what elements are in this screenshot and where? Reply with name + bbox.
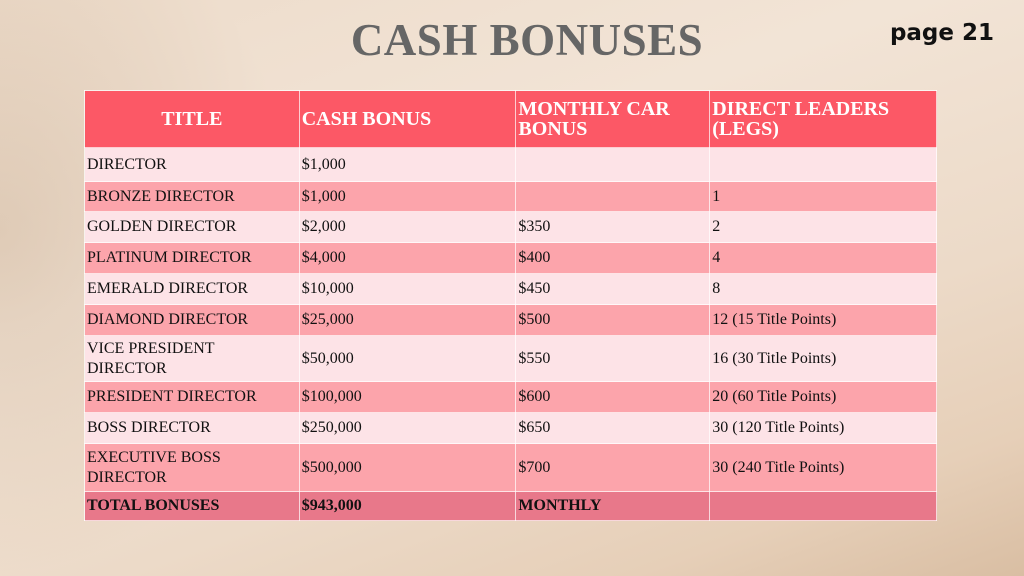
cell-title: BRONZE DIRECTOR — [84, 181, 300, 212]
cell-cash-bonus: $1,000 — [298, 181, 517, 212]
cell-title: BOSS DIRECTOR — [84, 412, 300, 444]
cell-cash-bonus: $100,000 — [298, 381, 517, 413]
cell-cash-bonus: $1,000 — [298, 147, 517, 182]
header-row: TITLE CASH BONUS MONTHLY CAR BONUS DIREC… — [84, 90, 937, 148]
cell-cash-bonus: $2,000 — [298, 211, 517, 243]
cell-direct-leaders: 30 (120 Title Points) — [709, 412, 937, 444]
cell-title: EXECUTIVE BOSS DIRECTOR — [84, 443, 300, 492]
total-title: TOTAL BONUSES — [84, 491, 300, 521]
cell-direct-leaders — [709, 147, 937, 182]
cell-car-bonus — [515, 147, 711, 182]
cell-direct-leaders: 20 (60 Title Points) — [709, 381, 937, 413]
cell-title: EMERALD DIRECTOR — [84, 273, 300, 305]
table-row: PLATINUM DIRECTOR $4,000 $400 4 — [84, 242, 937, 274]
cell-cash-bonus: $25,000 — [298, 304, 517, 336]
cell-cash-bonus: $4,000 — [298, 242, 517, 274]
slide-title: CASH BONUSES — [350, 15, 704, 65]
cell-direct-leaders: 16 (30 Title Points) — [709, 335, 937, 382]
cell-car-bonus: $400 — [515, 242, 711, 274]
table-row: GOLDEN DIRECTOR $2,000 $350 2 — [84, 211, 937, 243]
cell-car-bonus — [515, 181, 711, 212]
cell-direct-leaders: 30 (240 Title Points) — [709, 443, 937, 492]
cell-car-bonus: $350 — [515, 211, 711, 243]
page-number: page 21 — [889, 20, 994, 46]
table-row: EMERALD DIRECTOR $10,000 $450 8 — [84, 273, 937, 305]
table-row: PRESIDENT DIRECTOR $100,000 $600 20 (60 Tit… — [84, 381, 937, 413]
header-car-bonus: MONTHLY CAR BONUS — [515, 90, 711, 148]
header-cash-bonus: CASH BONUS — [298, 90, 517, 148]
table-row: BRONZE DIRECTOR $1,000 1 — [84, 181, 937, 212]
cell-cash-bonus: $50,000 — [298, 335, 517, 382]
cell-car-bonus: $550 — [515, 335, 711, 382]
cell-cash-bonus: $10,000 — [298, 273, 517, 305]
table-row: DIRECTOR $1,000 — [84, 147, 937, 182]
cell-car-bonus: $700 — [515, 443, 711, 492]
table-row: BOSS DIRECTOR $250,000 $650 30 (120 Title P… — [84, 412, 937, 444]
cell-title: VICE PRESIDENT DIRECTOR — [84, 335, 300, 382]
cell-car-bonus: $600 — [515, 381, 711, 413]
cell-car-bonus: $500 — [515, 304, 711, 336]
total-direct-leaders — [709, 491, 937, 521]
cell-cash-bonus: $500,000 — [298, 443, 517, 492]
cell-car-bonus: $450 — [515, 273, 711, 305]
cell-title: DIRECTOR — [84, 147, 300, 182]
cell-title: PRESIDENT DIRECTOR — [84, 381, 300, 413]
cell-direct-leaders: 4 — [709, 242, 937, 274]
cell-direct-leaders: 8 — [709, 273, 937, 305]
cell-cash-bonus: $250,000 — [298, 412, 517, 444]
header-direct-leaders: DIRECT LEADERS (LEGS) — [709, 90, 937, 148]
header-title: TITLE — [84, 90, 300, 148]
cell-direct-leaders: 1 — [709, 181, 937, 212]
cell-direct-leaders: 12 (15 Title Points) — [709, 304, 937, 336]
cell-car-bonus: $650 — [515, 412, 711, 444]
cell-direct-leaders: 2 — [709, 211, 937, 243]
cell-title: DIAMOND DIRECTOR — [84, 304, 300, 336]
cell-title: PLATINUM DIRECTOR — [84, 242, 300, 274]
table-row: DIAMOND DIRECTOR $25,000 $500 12 (15 Title … — [84, 304, 937, 336]
cell-title: GOLDEN DIRECTOR — [84, 211, 300, 243]
bonus-table: TITLE CASH BONUS MONTHLY CAR BONUS DIREC… — [84, 90, 937, 521]
table-row: VICE PRESIDENT DIRECTOR $50,000 $550 16 (30… — [84, 335, 937, 382]
table-row: EXECUTIVE BOSS DIRECTOR $500,000 $700 30 (2… — [84, 443, 937, 492]
total-row: TOTAL BONUSES $943,000 MONTHLY — [84, 491, 937, 521]
total-car-bonus: MONTHLY — [515, 491, 711, 521]
total-cash-bonus: $943,000 — [298, 491, 517, 521]
